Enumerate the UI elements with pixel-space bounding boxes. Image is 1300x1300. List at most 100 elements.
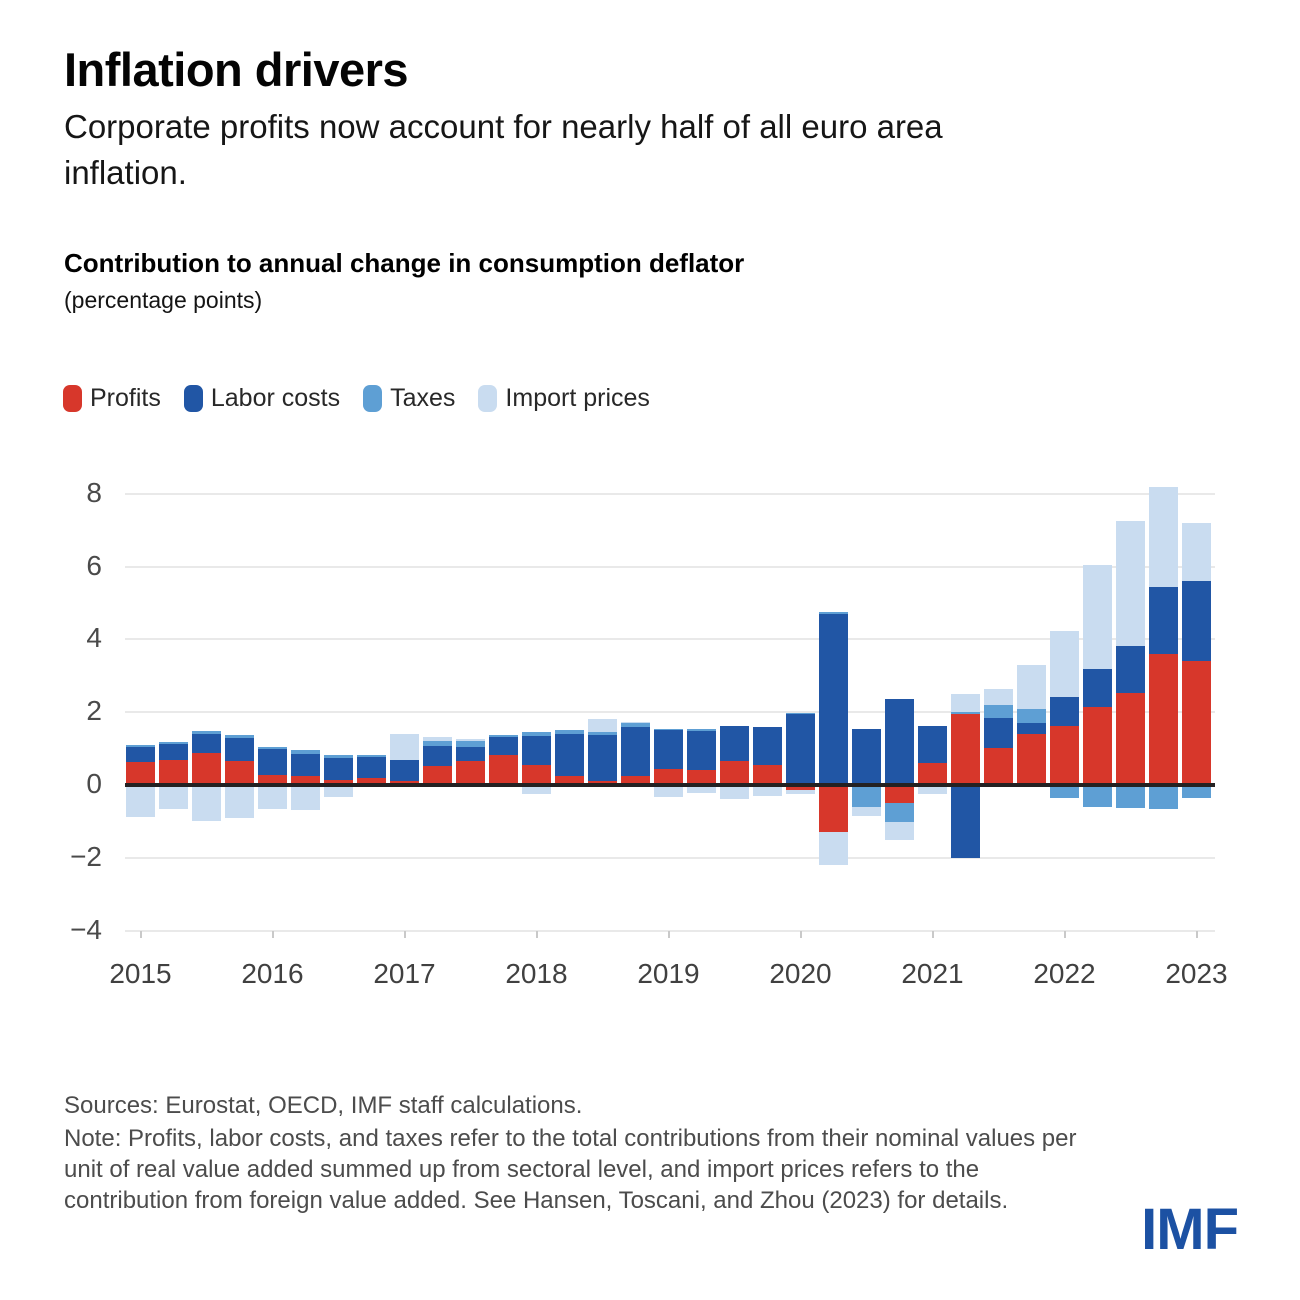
chart-legend: Profits Labor costs Taxes Import prices <box>63 384 650 413</box>
bar-segment <box>588 731 617 735</box>
bar-segment <box>456 741 485 748</box>
sources-line: Sources: Eurostat, OECD, IMF staff calcu… <box>64 1092 583 1119</box>
bar-segment <box>522 732 551 736</box>
bar-segment <box>423 746 452 767</box>
bar-segment <box>852 783 881 785</box>
y-axis-tick-label: 8 <box>86 476 102 508</box>
bar-segment <box>555 730 584 734</box>
bar-segment <box>918 763 947 785</box>
bar-segment <box>159 785 188 809</box>
bar-segment <box>357 785 386 788</box>
bar-segment <box>390 759 419 782</box>
bar-segment <box>489 737 518 756</box>
bar-segment <box>885 699 914 785</box>
page-title: Inflation drivers <box>64 43 409 96</box>
bar-segment <box>852 785 881 807</box>
bar-segment <box>621 723 650 728</box>
bar-segment <box>456 760 485 785</box>
gridline <box>125 492 1215 495</box>
bar-segment <box>819 785 848 833</box>
bar-segment <box>951 714 980 785</box>
legend-item-import-prices: Import prices <box>478 384 650 413</box>
gridline <box>125 856 1215 859</box>
bar-segment <box>324 785 353 797</box>
bar-segment <box>1116 520 1145 647</box>
bar-segment <box>621 722 650 724</box>
bar-segment <box>258 785 287 810</box>
bar-segment <box>1083 706 1112 785</box>
bar-segment <box>291 785 320 810</box>
bar-segment <box>258 775 287 785</box>
bar-segment <box>1182 785 1211 798</box>
legend-item-profits: Profits <box>63 384 161 413</box>
bar-segment <box>225 760 254 785</box>
bar-segment <box>588 781 617 785</box>
bar-segment <box>291 753 320 777</box>
bar-segment <box>258 746 287 749</box>
bar-segment <box>819 612 848 614</box>
legend-item-taxes: Taxes <box>363 384 455 413</box>
bar-segment <box>456 738 485 742</box>
bar-segment <box>1149 487 1178 588</box>
bar-segment <box>984 718 1013 748</box>
bar-segment <box>621 776 650 785</box>
bar-segment <box>192 731 221 735</box>
bar-segment <box>786 714 815 785</box>
bar-segment <box>291 750 320 754</box>
x-axis-tick-label: 2018 <box>505 958 568 989</box>
bar-segment <box>753 785 782 797</box>
bar-segment <box>720 785 749 799</box>
bar-segment <box>786 712 815 714</box>
y-axis-tick-label: 6 <box>86 549 102 581</box>
bar-segment <box>1083 785 1112 807</box>
bar-segment <box>1149 785 1178 809</box>
bar-segment <box>159 760 188 785</box>
bar-segment <box>423 766 452 785</box>
bar-segment <box>390 781 419 785</box>
x-axis-tick-mark <box>667 931 670 938</box>
x-axis-tick-mark <box>799 931 802 938</box>
bar-segment <box>852 728 881 784</box>
bar-segment <box>291 776 320 785</box>
x-axis-tick-label: 2022 <box>1033 958 1096 989</box>
y-axis-tick-label: 4 <box>86 622 102 654</box>
chart-heading: Contribution to annual change in consump… <box>64 248 745 278</box>
legend-item-labor-costs: Labor costs <box>183 384 340 413</box>
bar-segment <box>192 785 221 822</box>
x-axis-tick-label: 2015 <box>109 958 172 989</box>
bar-segment <box>159 744 188 761</box>
bar-segment <box>885 785 914 804</box>
x-axis-tick-label: 2020 <box>769 958 832 989</box>
bar-segment <box>588 719 617 732</box>
bar-segment <box>984 747 1013 785</box>
bar-segment <box>1116 785 1145 808</box>
bar-segment <box>753 765 782 785</box>
gridline <box>125 711 1215 714</box>
bar-segment <box>786 790 815 795</box>
bar-segment <box>1017 734 1046 785</box>
bar-segment <box>654 729 683 770</box>
bar-segment <box>1050 785 1079 798</box>
bar-segment <box>951 694 980 713</box>
gridline <box>125 929 1215 932</box>
bar-segment <box>621 727 650 777</box>
bar-segment <box>324 754 353 758</box>
chart-units: (percentage points) <box>64 287 263 313</box>
bar-segment <box>1017 664 1046 709</box>
bar-segment <box>654 769 683 785</box>
profits-swatch-icon <box>63 385 82 412</box>
bar-segment <box>159 741 188 745</box>
bar-segment <box>192 753 221 785</box>
x-axis-tick-label: 2019 <box>637 958 700 989</box>
bar-segment <box>654 785 683 797</box>
bar-segment <box>1050 631 1079 697</box>
bar-segment <box>456 747 485 761</box>
bar-segment <box>1116 646 1145 693</box>
bar-segment <box>918 726 947 764</box>
taxes-swatch-icon <box>363 385 383 412</box>
bar-segment <box>1083 668 1112 707</box>
bar-segment <box>786 785 815 791</box>
bar-segment <box>555 733 584 776</box>
bar-segment <box>1182 581 1211 661</box>
bar-segment <box>522 735 551 765</box>
